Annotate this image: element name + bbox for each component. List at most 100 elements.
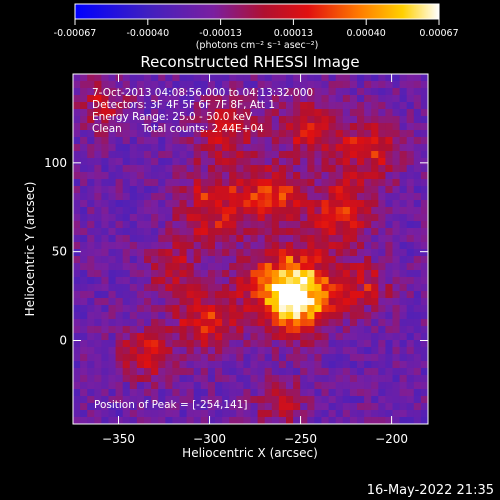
image-pixel — [399, 214, 408, 222]
image-pixel — [172, 403, 180, 411]
image-pixel — [215, 277, 223, 285]
image-pixel — [335, 263, 344, 271]
image-pixel — [80, 221, 88, 229]
image-pixel — [385, 116, 393, 124]
image-pixel — [243, 368, 251, 376]
image-pixel — [129, 256, 138, 264]
image-pixel — [257, 382, 266, 390]
image-pixel — [307, 144, 315, 152]
image-pixel — [236, 165, 244, 173]
image-pixel — [165, 368, 173, 376]
image-pixel — [115, 235, 124, 243]
image-pixel — [385, 172, 393, 180]
image-pixel — [378, 109, 386, 117]
image-pixel — [286, 326, 294, 334]
image-pixel — [222, 81, 230, 89]
image-pixel — [215, 382, 223, 390]
image-pixel — [420, 403, 429, 411]
image-pixel — [229, 361, 237, 369]
image-pixel — [229, 277, 237, 285]
image-pixel — [122, 263, 131, 271]
image-pixel — [179, 88, 187, 96]
image-pixel — [314, 333, 322, 341]
image-pixel — [264, 242, 273, 250]
image-pixel — [385, 319, 393, 327]
image-pixel — [378, 88, 386, 96]
image-pixel — [278, 95, 287, 103]
image-pixel — [73, 368, 81, 376]
colorbar-tick-label: 0.00040 — [347, 28, 386, 39]
image-pixel — [144, 144, 152, 152]
image-pixel — [385, 228, 393, 236]
image-pixel — [307, 368, 315, 376]
image-pixel — [264, 116, 273, 124]
image-pixel — [236, 305, 244, 313]
image-pixel — [144, 347, 152, 355]
image-pixel — [158, 389, 166, 397]
image-pixel — [314, 88, 322, 96]
image-pixel — [385, 417, 393, 425]
image-pixel — [278, 214, 287, 222]
image-pixel — [73, 326, 81, 334]
image-pixel — [357, 263, 365, 271]
image-pixel — [420, 270, 429, 278]
image-pixel — [87, 312, 95, 320]
image-pixel — [300, 165, 308, 173]
image-pixel — [371, 130, 379, 138]
y-axis-label: Heliocentric Y (arcsec) — [23, 182, 37, 317]
image-pixel — [335, 382, 344, 390]
image-pixel — [101, 319, 109, 327]
image-pixel — [101, 368, 109, 376]
image-pixel — [179, 319, 187, 327]
image-pixel — [115, 228, 124, 236]
image-pixel — [136, 277, 145, 285]
image-pixel — [115, 319, 124, 327]
image-pixel — [179, 109, 187, 117]
image-pixel — [307, 333, 315, 341]
image-pixel — [179, 200, 187, 208]
image-pixel — [200, 417, 209, 425]
image-pixel — [371, 158, 379, 166]
image-pixel — [115, 368, 124, 376]
image-pixel — [80, 144, 88, 152]
image-pixel — [342, 305, 351, 313]
image-pixel — [179, 207, 187, 215]
image-pixel — [144, 74, 152, 82]
image-pixel — [172, 123, 180, 131]
image-pixel — [200, 200, 209, 208]
image-pixel — [144, 172, 152, 180]
image-pixel — [406, 410, 415, 418]
image-pixel — [293, 368, 301, 376]
image-pixel — [335, 410, 344, 418]
image-pixel — [101, 81, 109, 89]
image-pixel — [378, 382, 386, 390]
image-pixel — [293, 151, 301, 159]
image-pixel — [314, 116, 322, 124]
image-pixel — [179, 410, 187, 418]
image-pixel — [257, 347, 266, 355]
image-pixel — [328, 179, 337, 187]
image-pixel — [286, 389, 294, 397]
image-pixel — [101, 137, 109, 145]
image-pixel — [293, 354, 301, 362]
image-pixel — [186, 123, 195, 131]
image-pixel — [321, 221, 329, 229]
image-pixel — [278, 375, 287, 383]
image-pixel — [115, 137, 124, 145]
image-pixel — [257, 319, 266, 327]
image-pixel — [286, 312, 294, 320]
image-pixel — [342, 200, 351, 208]
image-pixel — [399, 74, 408, 82]
image-pixel — [144, 228, 152, 236]
image-pixel — [136, 396, 145, 404]
image-pixel — [222, 375, 230, 383]
image-pixel — [73, 130, 81, 138]
image-pixel — [250, 277, 258, 285]
image-pixel — [399, 137, 408, 145]
image-pixel — [328, 214, 337, 222]
image-pixel — [335, 179, 344, 187]
image-pixel — [264, 214, 273, 222]
image-pixel — [165, 207, 173, 215]
image-pixel — [73, 95, 81, 103]
image-pixel — [286, 305, 294, 313]
